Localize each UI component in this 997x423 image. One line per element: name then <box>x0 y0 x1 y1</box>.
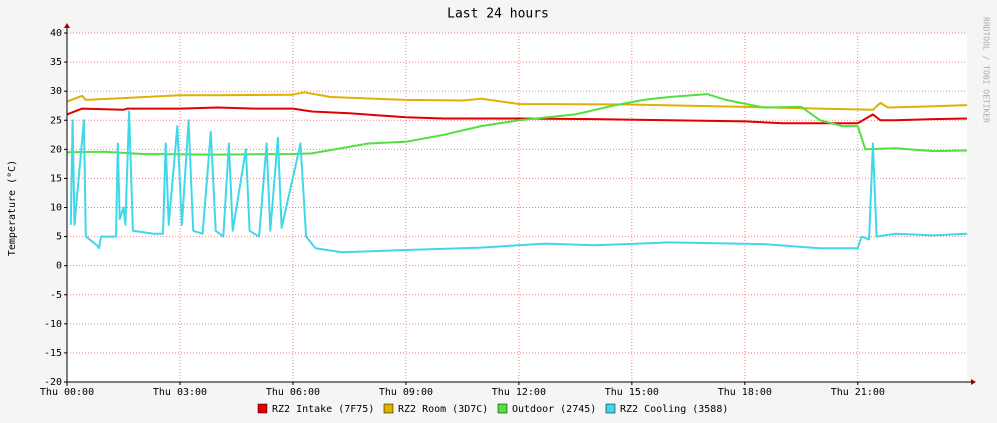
y-tick-label: 10 <box>50 203 62 214</box>
legend-label: RZ2 Intake (7F75) <box>272 404 374 415</box>
series-line <box>66 91 968 111</box>
legend-label: RZ2 Room (3D7C) <box>398 404 488 415</box>
x-tick-label: Thu 21:00 <box>831 387 885 398</box>
x-tick-label: Thu 06:00 <box>266 387 320 398</box>
y-tick-label: 35 <box>50 57 62 68</box>
x-tick-label: Thu 18:00 <box>718 387 772 398</box>
series-line <box>66 93 968 156</box>
y-tick-label: -10 <box>44 319 62 330</box>
y-tick-label: 30 <box>50 86 62 97</box>
watermark: RRDTOOL / TOBI OETIKER <box>982 17 991 123</box>
y-axis-label: Temperature (°C) <box>7 160 18 256</box>
y-tick-label: 0 <box>56 261 62 272</box>
y-tick-label: -5 <box>50 290 62 301</box>
y-axis-arrow <box>64 23 70 28</box>
series-line <box>69 110 968 254</box>
x-tick-label: Thu 12:00 <box>492 387 546 398</box>
chart-title: Last 24 hours <box>447 7 549 22</box>
x-tick-label: Thu 15:00 <box>605 387 659 398</box>
y-tick-label: 5 <box>56 232 62 243</box>
x-tick-label: Thu 00:00 <box>40 387 94 398</box>
y-tick-label: 25 <box>50 115 62 126</box>
y-tick-label: -20 <box>44 377 62 388</box>
legend-swatch <box>257 403 268 414</box>
legend-swatch <box>605 403 616 414</box>
x-tick-label: Thu 03:00 <box>153 387 207 398</box>
legend-label: RZ2 Cooling (3588) <box>620 404 728 415</box>
y-tick-label: 20 <box>50 144 62 155</box>
series-line <box>66 106 968 125</box>
y-tick-label: 15 <box>50 173 62 184</box>
x-axis-arrow <box>971 379 976 385</box>
y-tick-label: 40 <box>50 28 62 39</box>
x-tick-label: Thu 09:00 <box>379 387 433 398</box>
legend-label: Outdoor (2745) <box>512 404 596 415</box>
legend-swatch <box>497 403 508 414</box>
y-tick-label: -15 <box>44 348 62 359</box>
legend-swatch <box>383 403 394 414</box>
